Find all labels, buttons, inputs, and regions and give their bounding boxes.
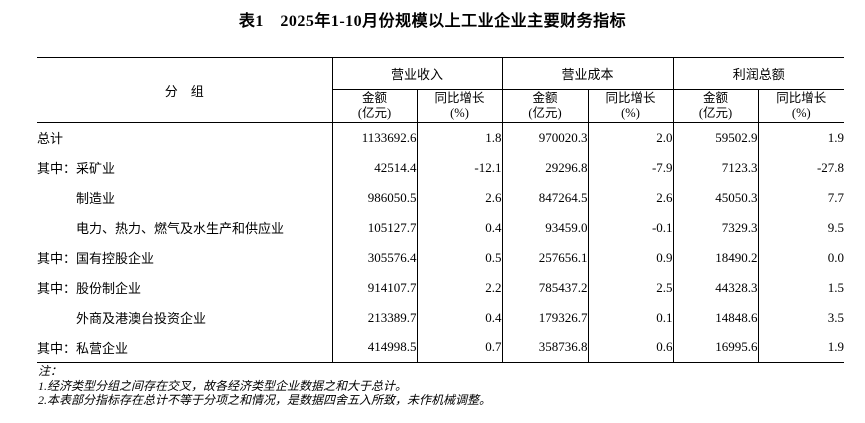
value-cell: 42514.4 (332, 152, 418, 183)
value-cell: 414998.5 (332, 332, 418, 363)
value-cell: 179326.7 (502, 302, 589, 333)
table-row-mining: 其中：采矿业 42514.4 -12.1 29296.8 -7.9 7123.3… (37, 152, 845, 183)
value-cell: 1133692.6 (332, 122, 418, 153)
value-cell: 257656.1 (502, 242, 589, 273)
footnotes: 注： 1.经济类型分组之间存在交叉，故各经济类型企业数据之和大于总计。 2.本表… (38, 364, 491, 408)
value-cell: 914107.7 (332, 272, 418, 303)
financial-indicators-table: 分 组 营业收入 营业成本 利润总额 金额 (亿元) 同比增长 (%) 金额 (… (37, 57, 845, 363)
row-label: 外商及港澳台投资企业 (37, 302, 333, 333)
value-cell: 0.4 (417, 302, 503, 333)
value-cell: -0.1 (588, 212, 674, 243)
value-cell: 0.9 (588, 242, 674, 273)
page-title: 表1 2025年1-10月份规模以上工业企业主要财务指标 (238, 13, 627, 30)
subheader-profit-growth: 同比增长 (%) (758, 89, 845, 123)
value-cell: 2.6 (417, 182, 503, 213)
value-cell: 2.5 (588, 272, 674, 303)
column-group-operating-revenue: 营业收入 (332, 57, 503, 90)
value-cell: 7.7 (827, 189, 845, 205)
value-cell: 0.6 (588, 332, 674, 363)
value-cell: 18490.2 (673, 242, 759, 273)
value-cell: 7123.3 (673, 152, 759, 183)
subheader-revenue-amount: 金额 (亿元) (332, 89, 418, 123)
table-row-manufacturing: 制造业 986050.5 2.6 847264.5 2.6 45050.3 7.… (37, 182, 845, 213)
value-cell: 16995.6 (673, 332, 759, 363)
value-cell: 358736.8 (502, 332, 589, 363)
header-row-groups: 分 组 营业收入 营业成本 利润总额 (37, 57, 845, 123)
subheader-growth-line1: 同比增长 (605, 90, 656, 105)
value-cell: 9.5 (827, 219, 845, 235)
subheader-profit-amount: 金额 (亿元) (673, 89, 759, 123)
table-row-state-holding: 其中：国有控股企业 305576.4 0.5 257656.1 0.9 1849… (37, 242, 845, 273)
row-label: 其中：股份制企业 (37, 272, 333, 303)
footnotes-heading: 注： (38, 364, 63, 378)
table-row-foreign-invested: 外商及港澳台投资企业 213389.7 0.4 179326.7 0.1 148… (37, 302, 845, 333)
value-cell: 105127.7 (332, 212, 418, 243)
value-cell: 0.4 (417, 212, 503, 243)
table-row-total: 总计 1133692.6 1.8 970020.3 2.0 59502.9 1.… (37, 122, 845, 153)
value-cell: 1.9 (827, 339, 845, 355)
row-label: 其中：私营企业 (37, 332, 333, 363)
column-group-total-profit: 利润总额 (673, 57, 845, 90)
subheader-growth-line1: 同比增长 (434, 90, 485, 105)
header-row-subcolumns: 金额 (亿元) 同比增长 (%) 金额 (亿元) 同比增长 (%) 金额 (亿元… (37, 89, 845, 123)
value-cell: 1.8 (417, 122, 503, 153)
row-label: 制造业 (37, 182, 333, 213)
value-cell: 0.0 (827, 249, 845, 265)
row-label: 其中：采矿业 (37, 152, 333, 183)
subheader-amount-line1: 金额 (703, 90, 729, 105)
value-cell: -27.8 (816, 159, 845, 175)
subheader-revenue-growth: 同比增长 (%) (417, 89, 503, 123)
value-cell: -12.1 (417, 152, 503, 183)
value-cell: 0.7 (417, 332, 503, 363)
value-cell: 1.5 (827, 279, 845, 295)
value-cell: 847264.5 (502, 182, 589, 213)
subheader-amount-line2: (亿元) (357, 106, 392, 120)
subheader-growth-line2: (%) (791, 106, 811, 120)
value-cell: 45050.3 (673, 182, 759, 213)
value-cell: -7.9 (588, 152, 674, 183)
value-cell: 0.1 (588, 302, 674, 333)
subheader-amount-line2: (亿元) (698, 106, 733, 120)
subheader-growth-line2: (%) (621, 106, 640, 120)
column-group-operating-cost: 营业成本 (502, 57, 674, 90)
subheader-amount-line1: 金额 (361, 90, 387, 105)
subheader-amount-line1: 金额 (532, 90, 558, 105)
value-cell: 2.6 (588, 182, 674, 213)
value-cell: 44328.3 (673, 272, 759, 303)
value-cell: 3.5 (827, 309, 845, 325)
subheader-amount-line2: (亿元) (528, 106, 562, 120)
value-cell: 14848.6 (673, 302, 759, 333)
table-row-utilities: 电力、热力、燃气及水生产和供应业 105127.7 0.4 93459.0 -0… (37, 212, 845, 243)
value-cell: 970020.3 (502, 122, 589, 153)
value-cell: 59502.9 (673, 122, 759, 153)
footnote-item-2: 2.本表部分指标存在总计不等于分项之和情况，是数据四舍五入所致，未作机械调整。 (38, 393, 492, 407)
table-row-private: 其中：私营企业 414998.5 0.7 358736.8 0.6 16995.… (37, 332, 845, 363)
subheader-cost-growth: 同比增长 (%) (588, 89, 674, 123)
value-cell: 0.5 (417, 242, 503, 273)
value-cell: 305576.4 (332, 242, 418, 273)
subheader-cost-amount: 金额 (亿元) (502, 89, 589, 123)
row-label: 总计 (37, 122, 333, 153)
value-cell: 2.0 (588, 122, 674, 153)
subheader-growth-line1: 同比增长 (776, 90, 827, 105)
footnote-item-1: 1.经济类型分组之间存在交叉，故各经济类型企业数据之和大于总计。 (38, 378, 408, 393)
value-cell: 1.9 (827, 129, 845, 145)
value-cell: 7329.3 (673, 212, 759, 243)
subheader-growth-line2: (%) (450, 106, 469, 120)
value-cell: 2.2 (417, 272, 503, 303)
value-cell: 785437.2 (502, 272, 589, 303)
column-header-group: 分 组 (37, 57, 333, 123)
value-cell: 29296.8 (502, 152, 589, 183)
value-cell: 213389.7 (332, 302, 418, 333)
table-row-shareholding: 其中：股份制企业 914107.7 2.2 785437.2 2.5 44328… (37, 272, 845, 303)
value-cell: 986050.5 (332, 182, 418, 213)
row-label: 其中：国有控股企业 (37, 242, 333, 273)
row-label: 电力、热力、燃气及水生产和供应业 (37, 212, 333, 243)
value-cell: 93459.0 (502, 212, 589, 243)
